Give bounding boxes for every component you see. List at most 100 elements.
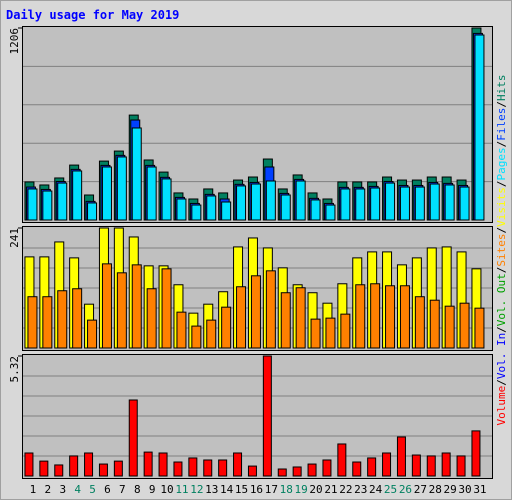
x-tick-label: 1 — [30, 483, 37, 496]
bar — [355, 188, 366, 221]
x-tick-label: 3 — [59, 483, 66, 496]
bar — [367, 457, 377, 477]
bar — [370, 187, 381, 221]
x-tick-label: 11 — [175, 483, 188, 496]
bar — [310, 318, 321, 349]
bar — [265, 180, 276, 221]
x-tick-label: 2 — [45, 483, 52, 496]
bar — [233, 452, 243, 477]
bar — [176, 311, 187, 349]
bar — [295, 180, 306, 221]
legend-entry: Sites — [495, 233, 508, 266]
bar — [206, 195, 217, 221]
bar — [206, 319, 217, 349]
bar — [322, 459, 332, 477]
x-tick-label: 20 — [309, 483, 322, 496]
x-tick-label: 16 — [250, 483, 263, 496]
legend-entry: Vol. Out — [495, 273, 508, 326]
bar — [24, 452, 34, 477]
y-tick-label: 5.32 — [8, 356, 21, 383]
bar — [146, 166, 157, 221]
bar — [57, 182, 68, 221]
x-tick-label: 5 — [89, 483, 96, 496]
bar — [265, 270, 276, 349]
bar — [250, 183, 261, 221]
bar — [307, 463, 317, 477]
bar — [221, 306, 232, 349]
bar — [131, 127, 142, 221]
bar — [87, 202, 98, 221]
bar — [188, 457, 198, 477]
bar — [191, 325, 202, 349]
chart-title: Daily usage for May 2019 — [6, 8, 179, 22]
bar — [101, 166, 112, 221]
bar — [429, 183, 440, 221]
bar — [262, 355, 272, 477]
bar — [221, 201, 232, 221]
x-tick-label: 4 — [74, 483, 81, 496]
x-tick-label: 24 — [369, 483, 383, 496]
bar — [161, 178, 172, 221]
bar — [113, 460, 123, 477]
bar — [143, 451, 153, 477]
bar — [382, 452, 392, 477]
bar — [161, 268, 172, 349]
legend-separator: / — [495, 101, 508, 108]
bar — [411, 454, 421, 477]
bar — [72, 288, 83, 349]
x-tick-label: 7 — [119, 483, 126, 496]
bar — [459, 302, 470, 349]
bar — [414, 296, 425, 349]
bar — [292, 466, 302, 477]
legend-entry: Pages — [495, 147, 508, 180]
bar — [116, 272, 127, 349]
x-tick-label: 18 — [280, 483, 293, 496]
bar — [27, 296, 38, 349]
x-tick-label: 31 — [473, 483, 486, 496]
bar — [370, 283, 381, 349]
bar — [84, 452, 94, 477]
bar — [158, 452, 168, 477]
bar — [385, 182, 396, 221]
x-tick-label: 27 — [414, 483, 427, 496]
bar — [352, 461, 362, 477]
bar — [444, 305, 455, 349]
bar — [340, 188, 351, 221]
bar — [474, 307, 485, 349]
x-tick-label: 8 — [134, 483, 141, 496]
legend-entry: Visits — [495, 187, 508, 227]
bar — [116, 156, 127, 221]
bar — [42, 190, 53, 221]
x-tick-label: 21 — [324, 483, 337, 496]
bar — [72, 170, 83, 221]
bar — [355, 284, 366, 349]
x-tick-label: 30 — [458, 483, 471, 496]
bar — [87, 319, 98, 349]
bar — [399, 186, 410, 221]
legend: Volume/Vol. In/Vol. Out/Sites/Visits/Pag… — [495, 74, 508, 425]
x-tick-label: 15 — [235, 483, 248, 496]
bar — [277, 468, 287, 477]
x-tick-label: 17 — [265, 483, 278, 496]
x-tick-label: 28 — [429, 483, 442, 496]
x-tick-label: 12 — [190, 483, 203, 496]
bar — [54, 464, 64, 477]
bar — [236, 185, 247, 221]
x-tick-label: 23 — [354, 483, 367, 496]
legend-separator: / — [495, 326, 508, 333]
bar — [399, 285, 410, 349]
x-tick-label: 22 — [339, 483, 352, 496]
bar — [39, 460, 49, 477]
bar — [42, 296, 53, 349]
legend-entry: Hits — [495, 74, 508, 101]
bar — [280, 292, 291, 349]
bar — [426, 455, 436, 477]
bar — [247, 465, 257, 477]
bar — [176, 198, 187, 221]
bar — [236, 286, 247, 349]
x-tick-label: 29 — [444, 483, 457, 496]
bar — [471, 430, 481, 477]
x-tick-label: 13 — [205, 483, 218, 496]
y-tick-label: 241 — [8, 228, 21, 248]
